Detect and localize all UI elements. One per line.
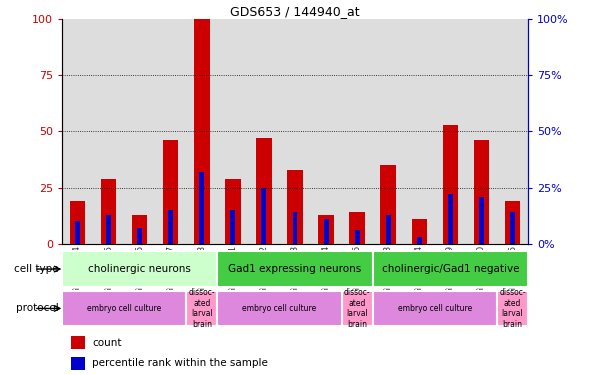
Text: percentile rank within the sample: percentile rank within the sample	[92, 358, 268, 368]
Text: dissoc­
ated
larval
brain: dissoc­ ated larval brain	[344, 288, 371, 328]
Bar	[386, 214, 391, 244]
Text: dissoc­
ated
larval
brain: dissoc­ ated larval brain	[499, 288, 526, 328]
Bar	[194, 19, 209, 244]
Text: count: count	[92, 338, 122, 348]
Bar	[217, 291, 342, 326]
Text: embryo cell culture: embryo cell culture	[398, 304, 472, 313]
Bar	[186, 19, 217, 244]
Bar	[287, 170, 303, 244]
Bar	[373, 291, 497, 326]
Bar	[466, 19, 497, 244]
Bar	[474, 140, 489, 244]
Text: cholinergic/Gad1 negative: cholinergic/Gad1 negative	[382, 264, 519, 274]
Bar	[168, 210, 173, 244]
Bar	[497, 19, 528, 244]
Bar	[225, 178, 241, 244]
Bar	[186, 291, 217, 326]
Bar	[62, 251, 217, 287]
Text: Gad1 expressing neurons: Gad1 expressing neurons	[228, 264, 362, 274]
Bar	[479, 196, 484, 244]
Bar	[75, 221, 80, 244]
Bar	[310, 19, 342, 244]
Bar	[93, 19, 124, 244]
Bar	[70, 201, 85, 244]
Bar	[71, 357, 85, 370]
Bar	[504, 201, 520, 244]
Bar	[261, 188, 267, 244]
Bar	[217, 19, 248, 244]
Bar	[137, 228, 142, 244]
Bar	[155, 19, 186, 244]
Bar	[381, 165, 396, 244]
Bar	[256, 138, 271, 244]
Bar	[318, 214, 334, 244]
Bar	[417, 237, 422, 244]
Bar	[342, 19, 373, 244]
Bar	[280, 19, 310, 244]
Bar	[442, 124, 458, 244]
Bar	[435, 19, 466, 244]
Bar	[106, 214, 111, 244]
Bar	[510, 212, 515, 244]
Bar	[349, 212, 365, 244]
Bar	[230, 210, 235, 244]
Text: embryo cell culture: embryo cell culture	[242, 304, 317, 313]
Text: embryo cell culture: embryo cell culture	[87, 304, 161, 313]
Text: protocol: protocol	[17, 303, 59, 313]
Bar	[163, 140, 178, 244]
Bar	[355, 230, 360, 244]
Bar	[132, 214, 148, 244]
Bar	[62, 19, 93, 244]
Bar	[199, 172, 204, 244]
Text: cell type: cell type	[14, 264, 59, 274]
Bar	[323, 219, 329, 244]
Bar	[101, 178, 116, 244]
Bar	[293, 212, 297, 244]
Bar	[71, 336, 85, 349]
Text: dissoc­
ated
larval
brain: dissoc­ ated larval brain	[188, 288, 215, 328]
Bar	[248, 19, 280, 244]
Bar	[404, 19, 435, 244]
Text: cholinergic neurons: cholinergic neurons	[88, 264, 191, 274]
Bar	[373, 19, 404, 244]
Bar	[342, 291, 373, 326]
Bar	[124, 19, 155, 244]
Bar	[497, 291, 528, 326]
Bar	[448, 194, 453, 244]
Title: GDS653 / 144940_at: GDS653 / 144940_at	[230, 4, 360, 18]
Bar	[411, 219, 427, 244]
Bar	[217, 251, 373, 287]
Bar	[373, 251, 528, 287]
Bar	[62, 291, 186, 326]
